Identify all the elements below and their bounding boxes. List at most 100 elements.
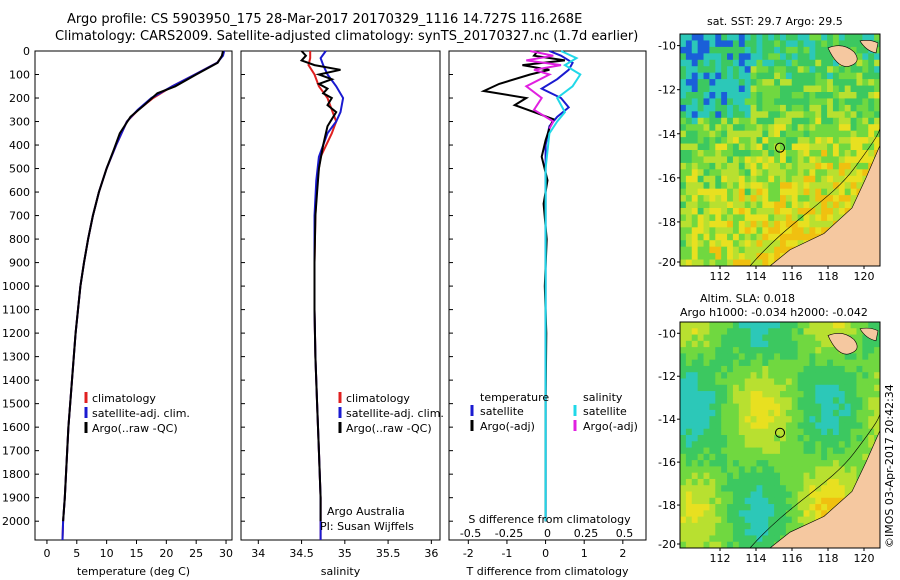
map-cell — [750, 409, 757, 417]
x-tick-label: 36 — [424, 547, 438, 560]
map-cell — [709, 397, 716, 405]
map-cell — [697, 259, 704, 267]
map-cell — [703, 460, 710, 467]
map-cell — [727, 541, 734, 549]
map-cell — [838, 353, 846, 361]
map-cell — [785, 227, 793, 235]
map-cell — [832, 359, 840, 367]
map-cell — [756, 516, 763, 524]
map-cell — [762, 46, 769, 54]
map-cell — [797, 328, 804, 335]
map-cell — [738, 104, 746, 112]
map-cell — [862, 447, 869, 455]
map-cell — [697, 150, 704, 157]
map-cell — [680, 422, 687, 430]
map-cell — [803, 98, 810, 106]
map-cell — [815, 188, 822, 196]
map-cell — [721, 504, 728, 511]
map-cell — [862, 409, 869, 417]
map-cell — [815, 485, 822, 492]
map-cell — [721, 472, 728, 480]
map-cell — [715, 472, 722, 480]
map-cell — [791, 98, 799, 106]
map-cell — [797, 460, 804, 467]
map-cell — [703, 150, 710, 157]
map-cell — [680, 130, 687, 138]
map-cell — [727, 169, 734, 177]
map-cell — [703, 428, 710, 436]
map-x-tick-label: 118 — [818, 552, 839, 565]
map-cell — [738, 175, 746, 183]
map-cell — [691, 447, 699, 455]
map-cell — [732, 85, 740, 93]
map-cell — [744, 353, 751, 361]
map-cell — [809, 72, 816, 80]
map-cell — [697, 497, 704, 505]
map-cell — [709, 182, 716, 190]
map-cell — [756, 220, 763, 228]
map-cell — [838, 201, 846, 209]
map-cell — [844, 378, 851, 386]
map-cell — [750, 535, 757, 543]
map-cell — [715, 353, 722, 361]
map-cell — [768, 422, 775, 430]
map-cell — [691, 85, 699, 93]
map-cell — [721, 397, 728, 405]
map-cell — [721, 372, 728, 379]
map-cell — [721, 391, 728, 398]
map-cell — [750, 365, 757, 373]
map-cell — [844, 403, 851, 411]
map-cell — [874, 124, 881, 132]
map-cell — [809, 334, 816, 342]
map-cell — [738, 510, 746, 518]
map-cell — [750, 214, 757, 222]
map-cell — [774, 478, 781, 486]
map-cell — [727, 156, 734, 164]
map-cell — [750, 227, 757, 235]
map-cell — [815, 466, 822, 474]
map-cell — [774, 233, 781, 241]
map-cell — [727, 130, 734, 138]
map-cell — [768, 372, 775, 379]
map-cell — [732, 340, 740, 348]
map-cell — [832, 79, 840, 86]
map-cell — [697, 391, 704, 398]
map-cell — [756, 53, 763, 61]
map-cell — [738, 441, 746, 448]
map-cell — [744, 435, 751, 442]
map-cell — [785, 529, 793, 536]
map-cell — [827, 365, 834, 373]
map-cell — [691, 117, 699, 125]
map-cell — [874, 72, 881, 80]
map-cell — [844, 162, 851, 170]
map-cell — [715, 53, 722, 61]
map-cell — [744, 409, 751, 417]
map-cell — [868, 143, 875, 151]
map-cell — [685, 435, 693, 442]
map-cell — [756, 428, 763, 436]
series-line-3-4 — [524, 50, 562, 130]
map-cell — [832, 497, 840, 505]
map-cell — [680, 416, 687, 423]
x-tick-label: -1 — [501, 547, 512, 560]
map-cell — [744, 504, 751, 511]
map-cell — [815, 353, 822, 361]
map-cell — [780, 391, 787, 398]
map-cell — [809, 510, 816, 518]
map-cell — [744, 246, 751, 254]
map-cell — [803, 104, 810, 112]
map-cell — [738, 66, 746, 74]
map-cell — [727, 124, 734, 132]
map-cell — [844, 124, 851, 132]
map-cell — [750, 92, 757, 99]
map-cell — [797, 66, 804, 74]
map-cell — [744, 46, 751, 54]
map-cell — [721, 150, 728, 157]
map-cell — [685, 328, 693, 335]
map-cell — [727, 246, 734, 254]
map-cell — [785, 466, 793, 474]
map-cell — [691, 428, 699, 436]
map-cell — [856, 92, 863, 99]
map-cell — [821, 201, 828, 209]
map-cell — [768, 53, 775, 61]
